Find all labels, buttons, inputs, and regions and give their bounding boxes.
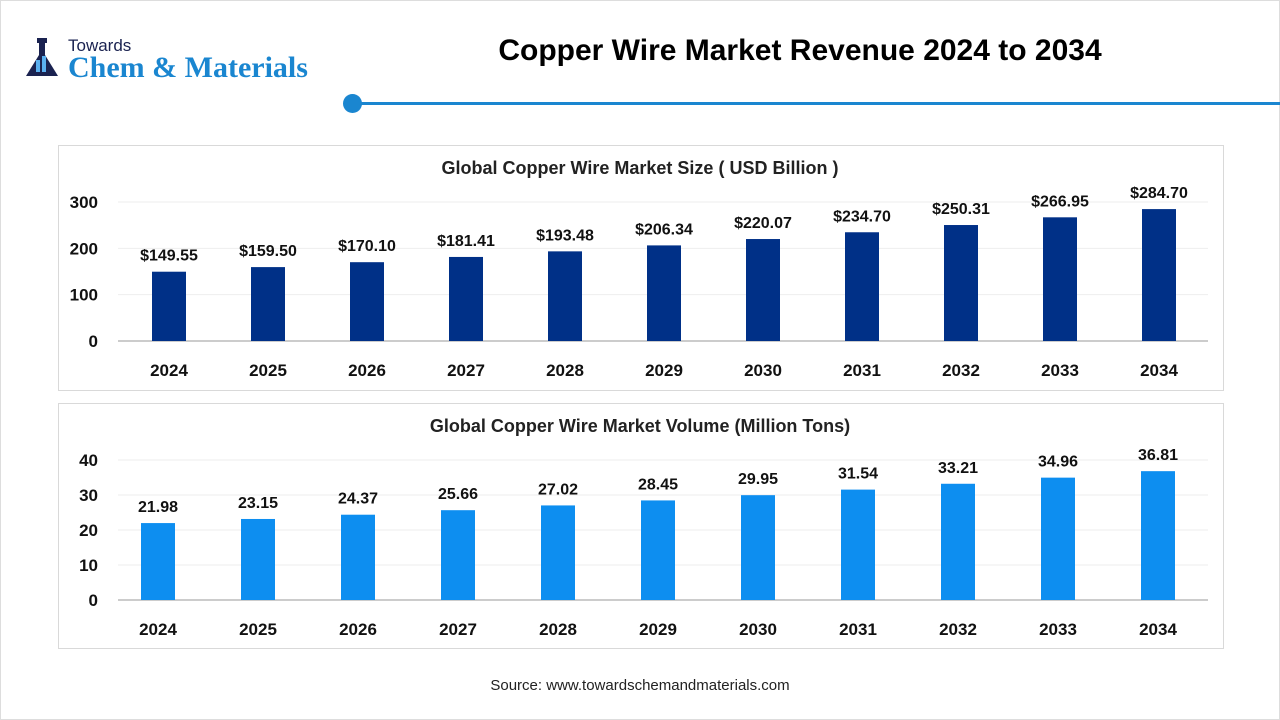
data-label: 27.02	[538, 481, 578, 498]
bar	[548, 251, 582, 341]
divider-dot	[343, 94, 362, 113]
x-tick-label: 2033	[1041, 361, 1079, 380]
data-label: $250.31	[932, 201, 990, 218]
data-label: $181.41	[437, 233, 495, 250]
y-tick-label: 40	[79, 451, 98, 470]
data-label: 29.95	[738, 471, 778, 488]
page-title: Copper Wire Market Revenue 2024 to 2034	[498, 34, 1102, 67]
logo-line2: Chem & Materials	[68, 51, 308, 84]
x-tick-label: 2027	[439, 620, 477, 639]
bar	[441, 510, 475, 600]
data-label: 34.96	[1038, 454, 1078, 471]
x-tick-label: 2026	[348, 361, 386, 380]
data-label: 36.81	[1138, 447, 1178, 464]
bar	[641, 500, 675, 600]
x-tick-label: 2029	[639, 620, 677, 639]
x-tick-label: 2024	[150, 361, 188, 380]
logo-line1: Towards	[68, 36, 132, 55]
chart-panel-size	[58, 145, 1224, 391]
data-label: 33.21	[938, 460, 978, 477]
y-tick-label: 0	[89, 332, 98, 351]
data-label: $193.48	[536, 227, 594, 244]
x-tick-label: 2029	[645, 361, 683, 380]
x-tick-label: 2024	[139, 620, 177, 639]
y-tick-label: 0	[89, 591, 98, 610]
data-label: 31.54	[838, 466, 878, 483]
x-tick-label: 2032	[942, 361, 980, 380]
bar	[944, 225, 978, 341]
divider-line	[352, 102, 1280, 105]
x-tick-label: 2025	[249, 361, 287, 380]
y-tick-label: 20	[79, 521, 98, 540]
data-label: $284.70	[1130, 185, 1188, 202]
bar	[741, 495, 775, 600]
bar	[341, 514, 375, 600]
x-tick-label: 2034	[1139, 620, 1177, 639]
bar	[1142, 209, 1176, 341]
x-tick-label: 2032	[939, 620, 977, 639]
data-label: 23.15	[238, 495, 278, 512]
y-tick-label: 10	[79, 556, 98, 575]
x-tick-label: 2028	[546, 361, 584, 380]
chart-panel-volume	[58, 403, 1224, 649]
data-label: $266.95	[1031, 193, 1089, 210]
x-tick-label: 2027	[447, 361, 485, 380]
bar	[941, 483, 975, 600]
x-tick-label: 2033	[1039, 620, 1077, 639]
x-tick-label: 2026	[339, 620, 377, 639]
y-tick-label: 200	[70, 239, 98, 258]
bar	[141, 523, 175, 600]
bar	[647, 245, 681, 341]
data-label: $170.10	[338, 238, 396, 255]
y-tick-label: 30	[79, 486, 98, 505]
y-tick-label: 300	[70, 193, 98, 212]
bar	[241, 518, 275, 600]
data-label: $234.70	[833, 208, 891, 225]
bar	[1041, 477, 1075, 600]
bar	[350, 262, 384, 341]
x-tick-label: 2031	[843, 361, 881, 380]
data-label: $220.07	[734, 215, 792, 232]
y-tick-label: 100	[70, 286, 98, 305]
chart-title: Global Copper Wire Market Volume (Millio…	[430, 416, 850, 436]
x-tick-label: 2030	[739, 620, 777, 639]
bar	[251, 267, 285, 341]
bar	[541, 505, 575, 600]
flask-icon	[26, 38, 58, 76]
data-label: 28.45	[638, 476, 678, 493]
bar	[841, 489, 875, 600]
x-tick-label: 2030	[744, 361, 782, 380]
bar	[449, 256, 483, 341]
data-label: $159.50	[239, 243, 297, 260]
bar	[1043, 217, 1077, 341]
data-label: 25.66	[438, 486, 478, 503]
x-tick-label: 2025	[239, 620, 277, 639]
data-label: 21.98	[138, 499, 178, 516]
x-tick-label: 2028	[539, 620, 577, 639]
chart-title: Global Copper Wire Market Size ( USD Bil…	[442, 158, 839, 178]
source-note: Source: www.towardschemandmaterials.com	[490, 677, 790, 694]
bar	[1141, 471, 1175, 600]
bar	[152, 271, 186, 341]
data-label: 24.37	[338, 491, 378, 508]
x-tick-label: 2034	[1140, 361, 1178, 380]
bar	[746, 239, 780, 341]
data-label: $149.55	[140, 248, 198, 265]
x-tick-label: 2031	[839, 620, 877, 639]
bar	[845, 232, 879, 341]
data-label: $206.34	[635, 221, 693, 238]
